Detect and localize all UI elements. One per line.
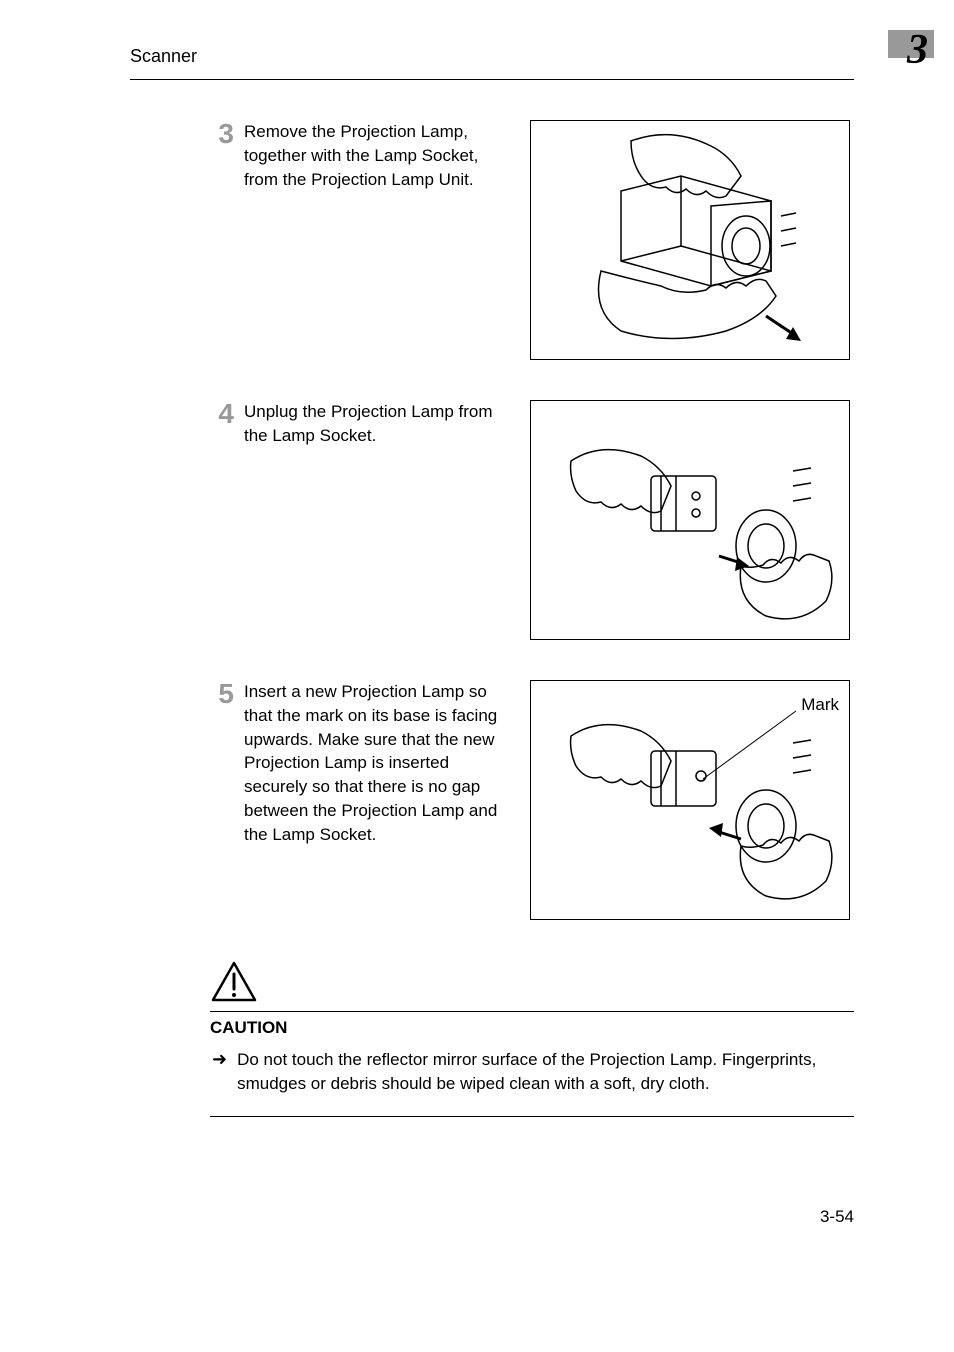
insert-lamp-illustration bbox=[531, 681, 851, 921]
step-text: Insert a new Projection Lamp so that the… bbox=[244, 680, 510, 920]
chapter-number-wrap: 3 bbox=[907, 26, 934, 74]
arrow-icon: ➜ bbox=[212, 1048, 227, 1096]
step-text: Remove the Projection Lamp, together wit… bbox=[244, 120, 510, 360]
step-number: 5 bbox=[210, 680, 234, 920]
step-number: 3 bbox=[210, 120, 234, 360]
page-footer: 3-54 bbox=[210, 1207, 854, 1227]
page-number: 3-54 bbox=[820, 1207, 854, 1226]
lamp-removal-illustration bbox=[531, 121, 851, 361]
step-5-figure: Mark bbox=[530, 680, 850, 920]
section-title: Scanner bbox=[130, 46, 197, 67]
caution-block: CAUTION ➜ Do not touch the reflector mir… bbox=[210, 960, 854, 1117]
mark-label: Mark bbox=[801, 695, 839, 715]
step-4: 4 Unplug the Projection Lamp from the La… bbox=[210, 400, 854, 640]
caution-bullet: ➜ Do not touch the reflector mirror surf… bbox=[210, 1048, 854, 1096]
page: Scanner 3 3 Remove the Projection Lamp, … bbox=[0, 0, 954, 1267]
step-text-col: 4 Unplug the Projection Lamp from the La… bbox=[210, 400, 510, 640]
unplug-lamp-illustration bbox=[531, 401, 851, 641]
caution-text: Do not touch the reflector mirror surfac… bbox=[237, 1048, 854, 1096]
step-number: 4 bbox=[210, 400, 234, 640]
step-3: 3 Remove the Projection Lamp, together w… bbox=[210, 120, 854, 360]
step-5: 5 Insert a new Projection Lamp so that t… bbox=[210, 680, 854, 920]
chapter-number: 3 bbox=[907, 27, 934, 73]
caution-icon bbox=[210, 960, 258, 1009]
content: 3 Remove the Projection Lamp, together w… bbox=[130, 120, 854, 1227]
page-header: Scanner 3 bbox=[130, 40, 854, 80]
step-text-col: 3 Remove the Projection Lamp, together w… bbox=[210, 120, 510, 360]
step-text: Unplug the Projection Lamp from the Lamp… bbox=[244, 400, 510, 640]
step-4-figure bbox=[530, 400, 850, 640]
caution-label: CAUTION bbox=[210, 1018, 854, 1038]
caution-header bbox=[210, 960, 854, 1012]
step-text-col: 5 Insert a new Projection Lamp so that t… bbox=[210, 680, 510, 920]
step-3-figure bbox=[530, 120, 850, 360]
